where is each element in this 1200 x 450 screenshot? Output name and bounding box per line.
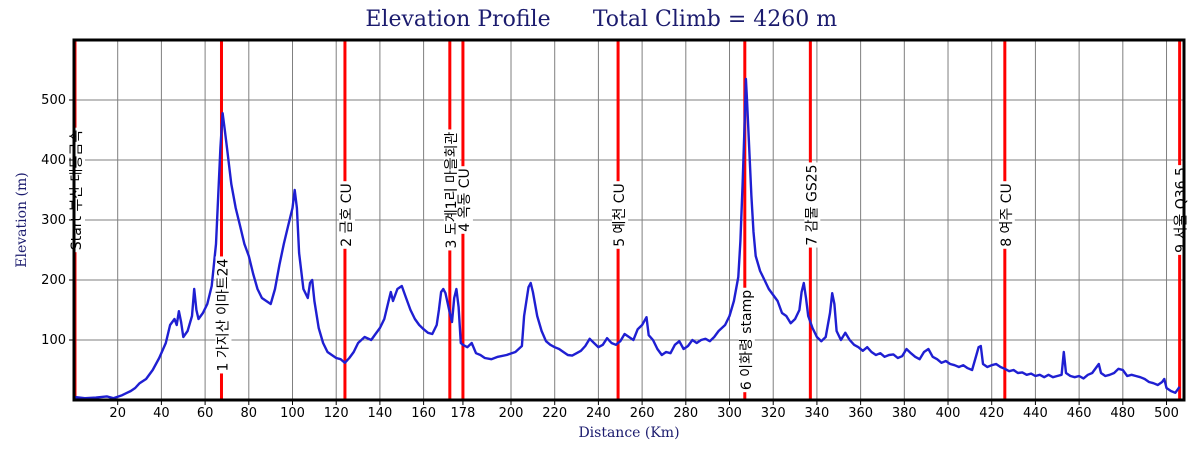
x-tick-label: 360 [848, 406, 873, 421]
checkpoint-label: 2 금호 CU [338, 181, 355, 249]
checkpoint-label-bg [456, 166, 473, 234]
checkpoint-label: 4 옥동 CU [456, 166, 473, 234]
x-tick-label: 220 [542, 406, 567, 421]
x-tick-label: 178 [451, 406, 476, 421]
checkpoint-label: 8 여주 CU [998, 181, 1015, 249]
x-tick-label: 100 [280, 406, 305, 421]
x-tick-label: 280 [673, 406, 698, 421]
checkpoint-label-text: Start 부산 대동금속 [69, 130, 85, 251]
x-tick-label: 460 [1067, 406, 1092, 421]
checkpoint-label-bg [443, 129, 460, 251]
y-tick-label: 500 [41, 93, 66, 108]
x-tick-label: 40 [153, 406, 170, 421]
x-tick-label: 420 [979, 406, 1004, 421]
checkpoint-label-text: 2 금호 CU [339, 183, 355, 247]
checkpoint-label: 3 도계1리 마을회관 [443, 129, 460, 251]
y-tick-label: 100 [41, 333, 66, 348]
checkpoint-label-text: 4 옥동 CU [457, 168, 473, 232]
x-tick-label: 380 [892, 406, 917, 421]
checkpoint-label: 9 서울 Q36.5 [1173, 165, 1190, 255]
y-tick-label: 200 [41, 273, 66, 288]
checkpoint-label-text: 7 감물 GS25 [804, 164, 820, 245]
checkpoint-label-bg [998, 181, 1015, 249]
checkpoint-label-text: 8 여주 CU [999, 183, 1015, 247]
x-tick-label: 500 [1154, 406, 1179, 421]
checkpoint-label: 5 예천 CU [612, 181, 629, 249]
x-tick-label: 400 [936, 406, 961, 421]
x-tick-label: 320 [761, 406, 786, 421]
checkpoint-label: Start 부산 대동금속 [69, 127, 85, 253]
x-tick-label: 440 [1023, 406, 1048, 421]
grid [74, 40, 1184, 400]
elevation-line [73, 77, 1181, 400]
checkpoint-label: 1 가지산 이마트24 [215, 256, 232, 374]
x-tick-label: 160 [411, 406, 436, 421]
x-tick-label: 200 [499, 406, 524, 421]
checkpoint-label-text: 6 이화령 stamp [739, 290, 755, 390]
x-tick-label: 140 [367, 406, 392, 421]
x-axis-title: Distance (Km) [578, 425, 679, 441]
checkpoint-label-bg [1173, 165, 1190, 255]
checkpoint-label-bg [738, 287, 755, 393]
chart-subtitle: Total Climb = 4260 m [593, 7, 837, 32]
x-tick-label: 240 [586, 406, 611, 421]
checkpoint-label-bg [804, 162, 821, 248]
x-tick-label: 260 [630, 406, 655, 421]
checkpoint-label-text: 1 가지산 이마트24 [215, 258, 231, 371]
checkpoint-labels: Start 부산 대동금속 1 가지산 이마트24 2 금호 CU 3 도계1리 마을… [69, 127, 1190, 393]
y-tick-label: 300 [41, 213, 66, 228]
y-tick-label: 400 [41, 153, 66, 168]
checkpoint-label-bg [612, 181, 629, 249]
x-tick-label: 120 [324, 406, 349, 421]
checkpoint-label-text: 3 도계1리 마을회관 [444, 131, 460, 248]
checkpoint-label-bg [338, 181, 355, 249]
x-tick-label: 80 [241, 406, 258, 421]
checkpoint-label-text: 9 서울 Q36.5 [1174, 167, 1190, 253]
checkpoint-label-text: 5 예천 CU [612, 183, 628, 247]
x-tick-label: 20 [109, 406, 126, 421]
y-axis-title: Elevation (m) [14, 172, 30, 267]
axis-ticks: 20 40 60 80 100 120 140 160 178 200 220 240 260 280 30… [41, 93, 1179, 421]
x-tick-label: 480 [1110, 406, 1135, 421]
checkpoint-label: 6 이화령 stamp [738, 287, 755, 393]
checkpoint-label-bg [215, 256, 232, 374]
x-tick-label: 300 [717, 406, 742, 421]
x-tick-label: 60 [197, 406, 214, 421]
chart-title: Elevation Profile [365, 7, 550, 32]
checkpoint-label: 7 감물 GS25 [804, 162, 821, 248]
x-tick-label: 340 [804, 406, 829, 421]
